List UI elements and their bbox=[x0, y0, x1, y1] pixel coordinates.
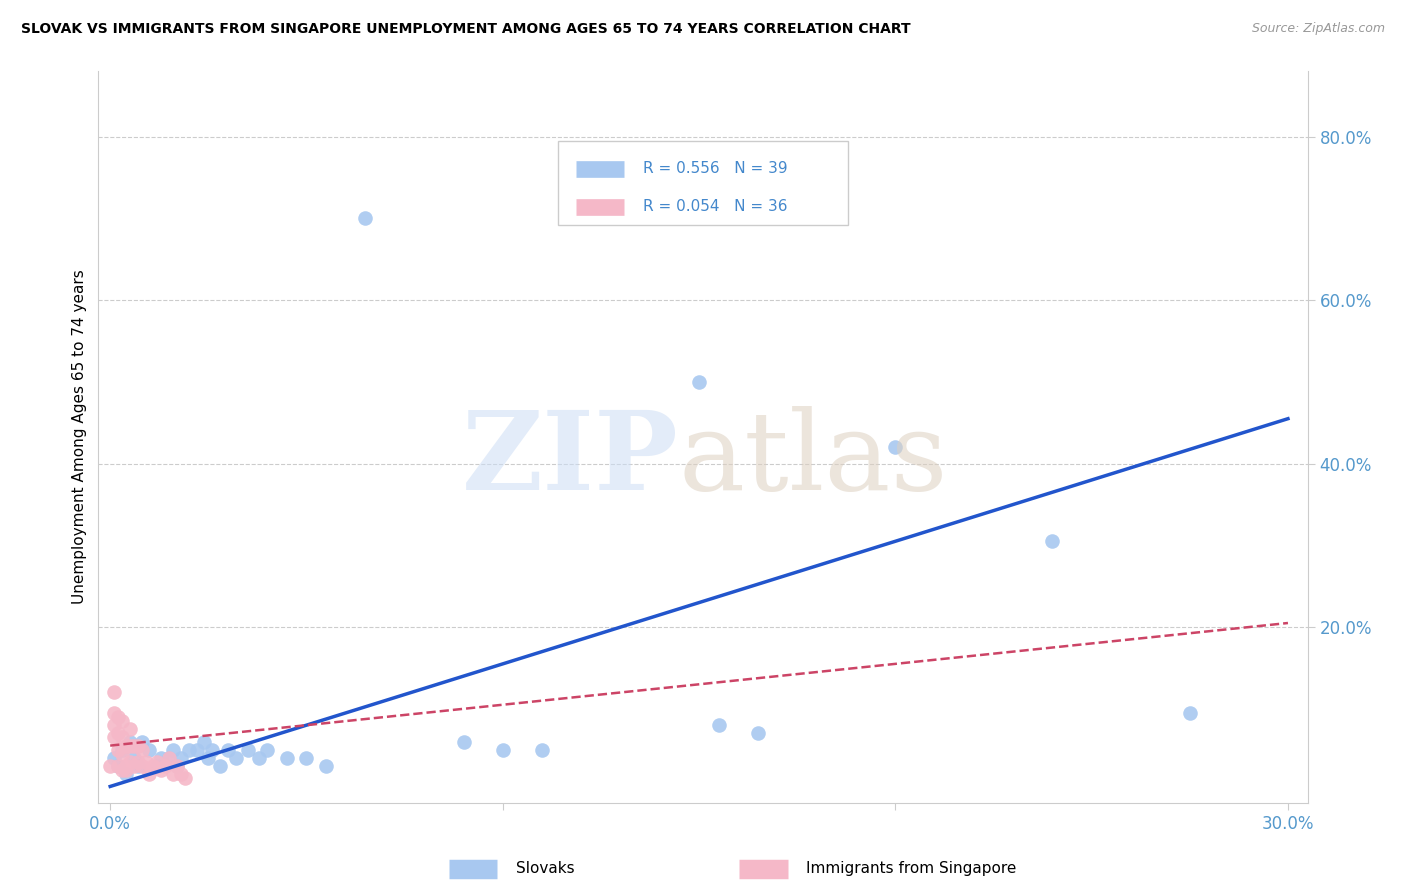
Text: ZIP: ZIP bbox=[463, 406, 679, 513]
Point bbox=[162, 767, 184, 781]
Point bbox=[315, 759, 337, 773]
Point bbox=[115, 739, 138, 753]
Point bbox=[107, 742, 129, 756]
Point bbox=[127, 759, 149, 773]
Point bbox=[295, 751, 318, 765]
Point bbox=[170, 767, 193, 781]
Point bbox=[170, 751, 193, 765]
Text: Source: ZipAtlas.com: Source: ZipAtlas.com bbox=[1251, 22, 1385, 36]
Text: atlas: atlas bbox=[679, 406, 949, 513]
Point bbox=[209, 759, 232, 773]
Point bbox=[138, 767, 160, 781]
Point bbox=[173, 772, 195, 786]
Point bbox=[118, 755, 141, 769]
Point bbox=[177, 742, 200, 756]
Point bbox=[884, 440, 907, 454]
Point bbox=[131, 734, 153, 748]
Point bbox=[153, 759, 176, 773]
Point bbox=[111, 731, 134, 745]
Point bbox=[531, 742, 554, 756]
Point bbox=[193, 734, 215, 748]
Point bbox=[115, 759, 138, 773]
Point bbox=[103, 718, 125, 732]
Point bbox=[276, 751, 298, 765]
FancyBboxPatch shape bbox=[558, 141, 848, 225]
Point bbox=[201, 742, 224, 756]
Y-axis label: Unemployment Among Ages 65 to 74 years: Unemployment Among Ages 65 to 74 years bbox=[72, 269, 87, 605]
Point bbox=[707, 718, 730, 732]
Point bbox=[236, 742, 259, 756]
Point bbox=[157, 751, 180, 765]
Point bbox=[107, 726, 129, 740]
Point bbox=[107, 759, 129, 773]
Point bbox=[197, 751, 219, 765]
Point bbox=[111, 747, 134, 761]
Point bbox=[166, 759, 188, 773]
Text: R = 0.556   N = 39: R = 0.556 N = 39 bbox=[643, 161, 787, 176]
Point bbox=[122, 739, 145, 753]
Point bbox=[118, 734, 141, 748]
Point bbox=[107, 759, 129, 773]
Point bbox=[157, 751, 180, 765]
Point bbox=[115, 767, 138, 781]
Point bbox=[1178, 706, 1201, 720]
Point bbox=[150, 763, 173, 777]
Point bbox=[142, 759, 165, 773]
Text: R = 0.054   N = 36: R = 0.054 N = 36 bbox=[643, 199, 787, 214]
Point bbox=[131, 759, 153, 773]
Point bbox=[122, 751, 145, 765]
Point bbox=[103, 706, 125, 720]
Point bbox=[98, 759, 121, 773]
Point bbox=[127, 755, 149, 769]
Point bbox=[747, 726, 769, 740]
Point bbox=[150, 751, 173, 765]
Point bbox=[354, 211, 377, 226]
Point bbox=[217, 742, 239, 756]
Text: Slovaks: Slovaks bbox=[516, 861, 574, 876]
Point bbox=[111, 763, 134, 777]
Point bbox=[256, 742, 278, 756]
Text: Immigrants from Singapore: Immigrants from Singapore bbox=[806, 861, 1017, 876]
Point bbox=[111, 742, 134, 756]
Point bbox=[138, 742, 160, 756]
Point bbox=[103, 751, 125, 765]
Point bbox=[162, 742, 184, 756]
Point bbox=[225, 751, 247, 765]
Point bbox=[688, 375, 710, 389]
Point bbox=[127, 739, 149, 753]
Point bbox=[1042, 534, 1064, 549]
Point bbox=[135, 755, 157, 769]
Point bbox=[186, 742, 208, 756]
Point bbox=[103, 685, 125, 699]
Point bbox=[146, 759, 169, 773]
Point bbox=[118, 723, 141, 737]
Text: SLOVAK VS IMMIGRANTS FROM SINGAPORE UNEMPLOYMENT AMONG AGES 65 TO 74 YEARS CORRE: SLOVAK VS IMMIGRANTS FROM SINGAPORE UNEM… bbox=[21, 22, 911, 37]
Point bbox=[166, 759, 188, 773]
Point bbox=[103, 731, 125, 745]
Point bbox=[453, 734, 475, 748]
Point bbox=[111, 714, 134, 728]
Point bbox=[115, 763, 138, 777]
Point bbox=[118, 739, 141, 753]
Point bbox=[492, 742, 515, 756]
Point bbox=[107, 710, 129, 724]
Point bbox=[146, 755, 169, 769]
Point bbox=[122, 759, 145, 773]
Point bbox=[247, 751, 270, 765]
Point bbox=[131, 742, 153, 756]
